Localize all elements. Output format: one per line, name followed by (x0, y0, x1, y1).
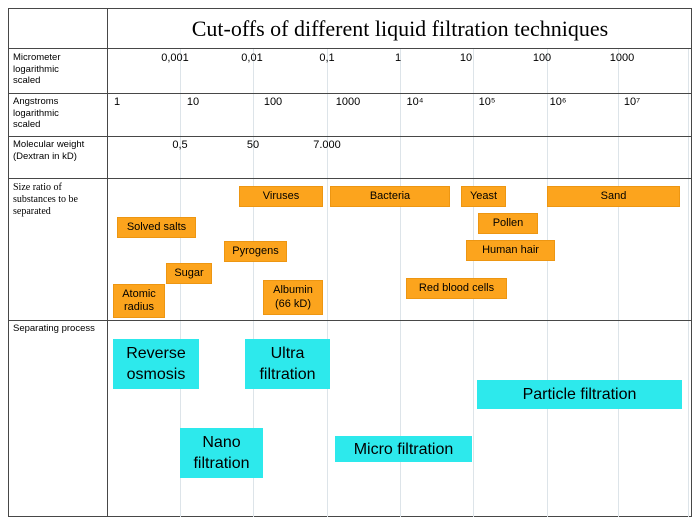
decade-gridline (253, 48, 254, 517)
decade-gridline (688, 48, 689, 517)
row-separator-line (8, 178, 692, 179)
micrometer-scale-tick-1: 0,01 (241, 52, 263, 64)
table-frame (8, 8, 692, 517)
separating-process-label: Separating process (13, 323, 105, 335)
substance-box-atomic-radius: Atomic radius (113, 284, 165, 318)
micrometer-scale-tick-0: 0,001 (161, 52, 189, 64)
size-ratio-label: Size ratio of substances to be separated (13, 182, 105, 218)
row-separator-line (8, 136, 692, 137)
row-label-line: Size ratio of (13, 182, 62, 193)
molecular-weight-scale-tick-1: 50 (246, 139, 260, 151)
angstroms-scale-tick-4: 10⁴ (406, 96, 424, 108)
substance-box-sugar: Sugar (166, 263, 212, 284)
angstroms-scale-tick-3: 1000 (335, 96, 361, 108)
row-label-line: Angstroms (13, 96, 59, 107)
process-box-reverse-osmosis: Reverse osmosis (113, 339, 199, 389)
substance-box-solved-salts: Solved salts (117, 217, 196, 238)
angstroms-scale-tick-0: 1 (113, 96, 121, 108)
substance-box-yeast: Yeast (461, 186, 506, 207)
decade-gridline (547, 48, 548, 517)
row-label-line: logarithmic (13, 63, 59, 75)
micrometer-scale-tick-3: 1 (394, 52, 402, 64)
angstroms-scale-tick-1: 10 (186, 96, 200, 108)
row-label-line: scaled (13, 119, 41, 130)
decade-gridline (618, 48, 619, 517)
row-label-line: Molecular weight (13, 139, 85, 150)
row-label-line: scaled (13, 75, 41, 86)
label-column-separator-line (107, 8, 108, 517)
row-label-line: substances to be (13, 194, 78, 205)
process-box-nano-filtration: Nano filtration (180, 428, 263, 478)
row-label-line: (Dextran in kD) (13, 150, 77, 162)
row-label-line: logarithmic (13, 107, 59, 119)
molecular-weight-label: Molecular weight (Dextran in kD) (13, 139, 105, 162)
angstroms-scale-tick-6: 10⁶ (549, 96, 567, 108)
substance-box-sand: Sand (547, 186, 680, 207)
micrometer-scale-tick-5: 100 (532, 52, 552, 64)
substance-box-pyrogens: Pyrogens (224, 241, 287, 262)
substance-box-pollen: Pollen (478, 213, 538, 234)
micrometer-label: Micrometer logarithmic scaled (13, 52, 105, 87)
molecular-weight-scale-tick-2: 7.000 (313, 139, 341, 151)
micrometer-scale-tick-4: 10 (459, 52, 473, 64)
molecular-weight-scale-tick-0: 0,5 (172, 139, 188, 151)
decade-gridline (327, 48, 328, 517)
substance-box-bacteria: Bacteria (330, 186, 450, 207)
micrometer-scale-tick-2: 0,1 (319, 52, 335, 64)
row-separator-line (8, 48, 692, 49)
decade-gridline (400, 48, 401, 517)
row-label-line: Separating process (13, 323, 95, 334)
row-separator-line (8, 320, 692, 321)
page-title: Cut-offs of different liquid filtration … (191, 15, 609, 41)
substance-box-red-blood-cells: Red blood cells (406, 278, 507, 299)
row-label-line: Micrometer (13, 52, 61, 63)
angstroms-scale-tick-2: 100 (263, 96, 283, 108)
angstroms-scale-tick-5: 10⁵ (478, 96, 496, 108)
substance-box-albumin-66-kd: Albumin (66 kD) (263, 280, 323, 315)
row-separator-line (8, 93, 692, 94)
angstroms-scale-tick-7: 10⁷ (623, 96, 641, 108)
micrometer-scale-tick-6: 1000 (609, 52, 635, 64)
angstroms-label: Angstroms logarithmic scaled (13, 96, 105, 131)
process-box-micro-filtration: Micro filtration (335, 436, 472, 462)
substance-box-viruses: Viruses (239, 186, 323, 207)
process-box-particle-filtration: Particle filtration (477, 380, 682, 409)
substance-box-human-hair: Human hair (466, 240, 555, 261)
row-label-line: separated (13, 206, 51, 217)
process-box-ultra-filtration: Ultra filtration (245, 339, 330, 389)
